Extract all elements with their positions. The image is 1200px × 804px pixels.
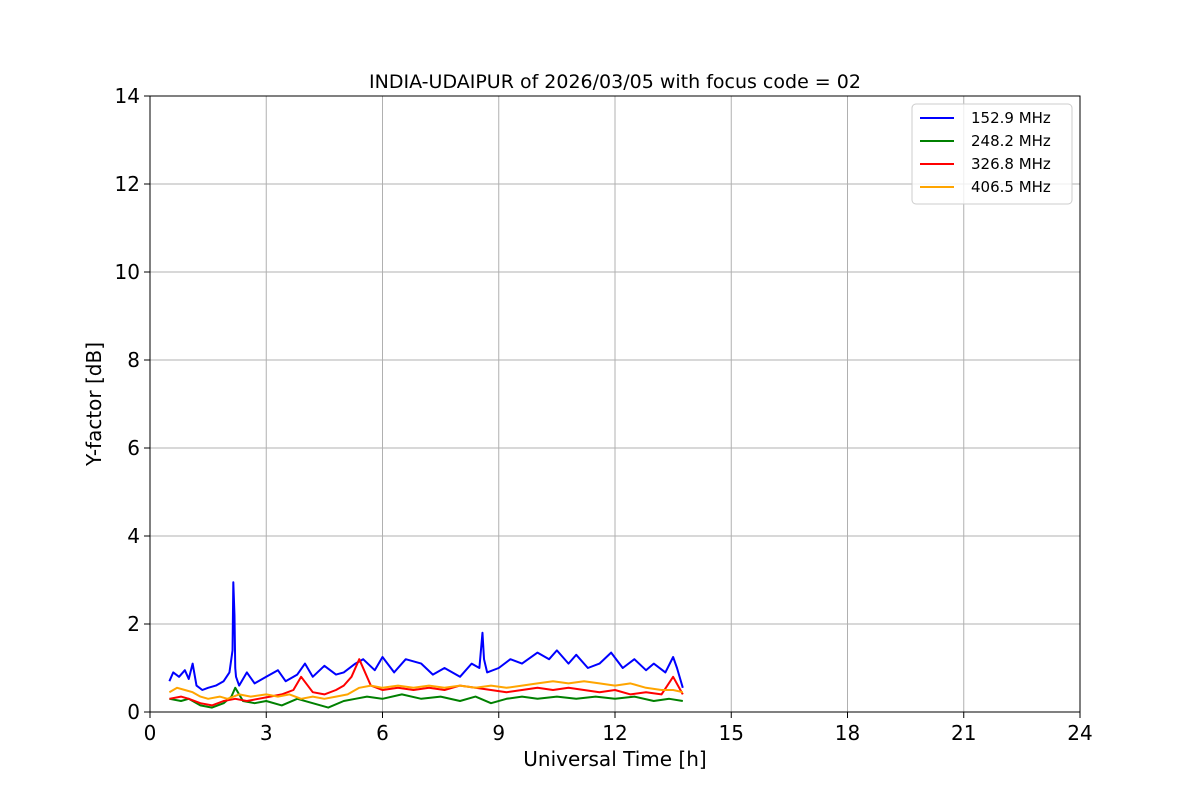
y-tick-label: 8 <box>127 348 140 372</box>
x-tick-label: 12 <box>602 721 627 745</box>
legend-label-3: 326.8 MHz <box>971 155 1051 173</box>
x-tick-label: 3 <box>260 721 273 745</box>
y-tick-label: 2 <box>127 612 140 636</box>
y-tick-label: 12 <box>115 172 140 196</box>
series-line-4 <box>168 680 684 700</box>
x-axis-label: Universal Time [h] <box>523 747 706 771</box>
series-group <box>168 581 684 709</box>
y-tick-label: 0 <box>127 700 140 724</box>
legend-label-2: 248.2 MHz <box>971 132 1051 150</box>
x-tick-label: 15 <box>719 721 744 745</box>
legend-entries: 152.9 MHz 248.2 MHz 326.8 MHz 406.5 MHz <box>920 109 1051 196</box>
series-line-1 <box>168 581 684 691</box>
legend: 152.9 MHz 248.2 MHz 326.8 MHz 406.5 MHz <box>911 103 1073 205</box>
x-tick-label: 9 <box>492 721 505 745</box>
x-tick-label: 21 <box>951 721 976 745</box>
y-tick-label: 6 <box>127 436 140 460</box>
chart-title: INDIA-UDAIPUR of 2026/03/05 with focus c… <box>369 71 861 93</box>
legend-label-4: 406.5 MHz <box>971 178 1051 196</box>
y-tick-label: 10 <box>115 260 140 284</box>
y-tick-label: 14 <box>115 84 140 108</box>
x-tick-label: 18 <box>835 721 860 745</box>
legend-box <box>911 103 1073 205</box>
x-tick-label: 6 <box>376 721 389 745</box>
series-line-3 <box>169 658 684 707</box>
x-tick-label: 24 <box>1067 721 1092 745</box>
x-tick-label: 0 <box>144 721 157 745</box>
y-axis-label: Y-factor [dB] <box>82 342 106 467</box>
y-tick-label: 4 <box>127 524 140 548</box>
legend-label-1: 152.9 MHz <box>971 109 1051 127</box>
